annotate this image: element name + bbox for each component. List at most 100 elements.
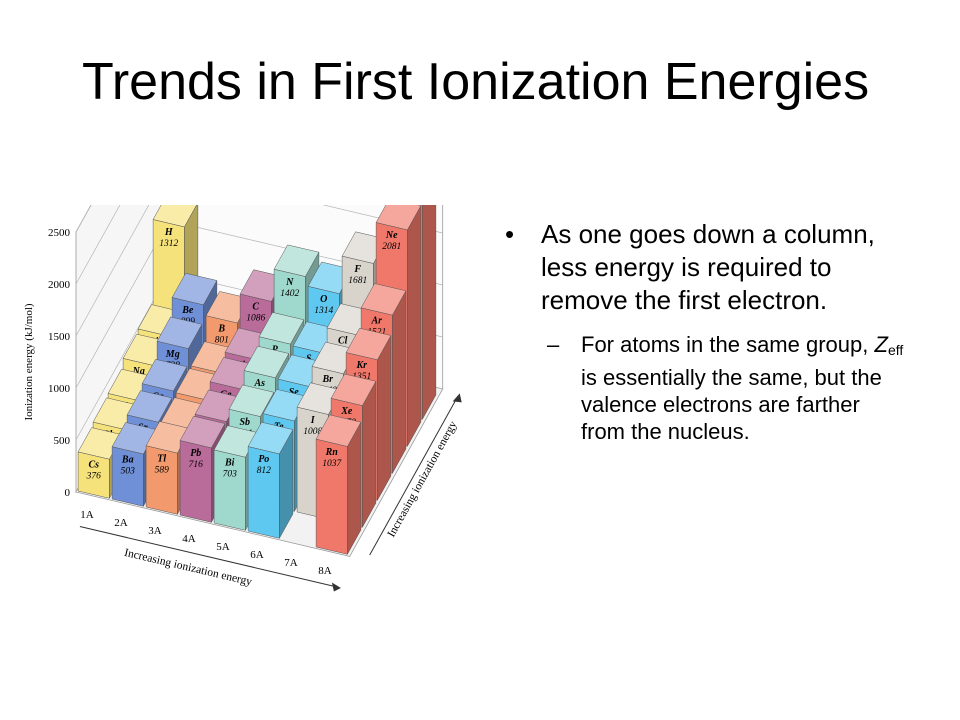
x-axis-label: Increasing ionization energy <box>123 547 253 589</box>
element-symbol: Rn <box>325 447 339 458</box>
slide-title: Trends in First Ionization Energies <box>82 53 870 111</box>
group-label: 2A <box>114 517 128 529</box>
bar-side <box>377 334 392 502</box>
element-symbol: Na <box>132 366 145 377</box>
bullet-main: As one goes down a column, less energy i… <box>505 218 905 317</box>
zeff-z: Z <box>874 332 888 357</box>
gridline <box>75 205 443 337</box>
bar-side <box>362 380 377 529</box>
data-label: 1402 <box>280 289 299 299</box>
data-label: 1314 <box>314 306 333 316</box>
bar-top <box>179 415 226 449</box>
chart-bars: H1312He2372Li520Be899B801C1086N1402O1314… <box>77 205 437 556</box>
data-label: 1037 <box>322 459 342 469</box>
group-label: 6A <box>250 549 264 561</box>
bar-top <box>126 390 173 423</box>
element-symbol: Po <box>258 454 269 465</box>
element-symbol: Ne <box>385 230 398 241</box>
bar-top <box>243 345 290 379</box>
data-label: 801 <box>215 335 229 345</box>
bar-top <box>330 373 377 406</box>
element-symbol: As <box>253 378 265 389</box>
element-symbol: Pb <box>190 448 201 459</box>
y-tick-label: 2500 <box>48 227 71 239</box>
element-symbol: Ba <box>121 454 134 465</box>
depth-axis-arrow <box>369 398 458 556</box>
y-tick-label: 1000 <box>48 383 71 395</box>
bullet-sub-prefix: For atoms in the same group, <box>581 332 869 357</box>
element-symbol: Be <box>181 305 194 316</box>
data-label: 376 <box>86 472 102 482</box>
zeff-symbol: Zeff <box>874 332 904 358</box>
element-symbol: Mg <box>165 349 180 360</box>
element-symbol: Sb <box>239 417 250 428</box>
depth-arrow-head <box>452 393 462 403</box>
data-label: 589 <box>155 465 170 475</box>
y-tick-label: 0 <box>65 487 71 499</box>
data-label: 1681 <box>348 276 367 286</box>
element-symbol: H <box>164 227 174 238</box>
bar-top <box>258 312 305 345</box>
data-label: 1312 <box>159 239 178 249</box>
y-tick-label: 1500 <box>48 331 71 343</box>
x-arrow-head <box>331 582 341 592</box>
bar-side <box>392 289 407 475</box>
bar-side <box>422 205 437 421</box>
group-label: 8A <box>318 565 332 577</box>
element-symbol: Xe <box>340 406 353 417</box>
bar-top <box>171 272 218 306</box>
element-symbol: B <box>217 323 225 334</box>
element-symbol: Cs <box>88 460 99 471</box>
bullet-sub-suffix: is essentially the same, but the valence… <box>581 365 882 444</box>
dash-marker: – <box>547 332 560 357</box>
element-symbol: P <box>272 344 279 355</box>
zeff-subscript: eff <box>887 342 904 358</box>
ionization-energy-chart: H1312He2372Li520Be899B801C1086N1402O1314… <box>23 205 462 592</box>
x-axis-arrow <box>79 526 336 587</box>
data-label: 1008 <box>303 427 322 437</box>
data-label: 1086 <box>246 314 265 324</box>
element-symbol: Se <box>289 387 300 398</box>
bar-top <box>273 244 320 277</box>
group-label: 1A <box>80 509 94 521</box>
bullet-sub: – For atoms in the same group, Zeff is e… <box>505 331 905 445</box>
bar-side <box>407 205 422 448</box>
data-label: 503 <box>121 466 136 476</box>
bar-top <box>247 421 294 455</box>
group-label: 4A <box>182 533 196 545</box>
element-symbol: Br <box>321 374 333 385</box>
data-label: 1351 <box>352 372 371 382</box>
data-label: 2081 <box>382 242 401 252</box>
bar-top <box>360 283 407 316</box>
y-tick-label: 500 <box>54 435 71 447</box>
element-symbol: Cl <box>338 336 348 347</box>
bar-top <box>152 205 197 228</box>
element-symbol: C <box>252 302 259 313</box>
element-symbol: F <box>353 264 361 275</box>
y-axis-label: Ionization energy (kJ/mol) <box>23 303 35 420</box>
element-symbol: O <box>320 294 327 305</box>
element-symbol: I <box>310 415 316 426</box>
data-label: 703 <box>223 470 238 480</box>
element-symbol: Ar <box>370 315 382 326</box>
bar-top <box>156 316 203 349</box>
gridline <box>75 205 121 285</box>
bar-top <box>141 359 188 392</box>
element-symbol: Bi <box>224 458 235 469</box>
element-symbol: Kr <box>355 360 367 371</box>
bar-top <box>345 327 392 361</box>
group-label: 7A <box>284 557 298 569</box>
element-symbol: N <box>285 277 294 288</box>
group-label: 5A <box>216 541 230 553</box>
element-symbol: Tl <box>157 453 166 464</box>
bullet-list: As one goes down a column, less energy i… <box>505 218 905 445</box>
data-label: 716 <box>189 460 204 470</box>
y-tick-label: 2000 <box>48 279 71 291</box>
bar-top <box>228 384 275 417</box>
group-label: 3A <box>148 525 162 537</box>
bar-top <box>375 205 422 231</box>
data-label: 812 <box>257 466 272 476</box>
bar-top <box>315 414 362 447</box>
